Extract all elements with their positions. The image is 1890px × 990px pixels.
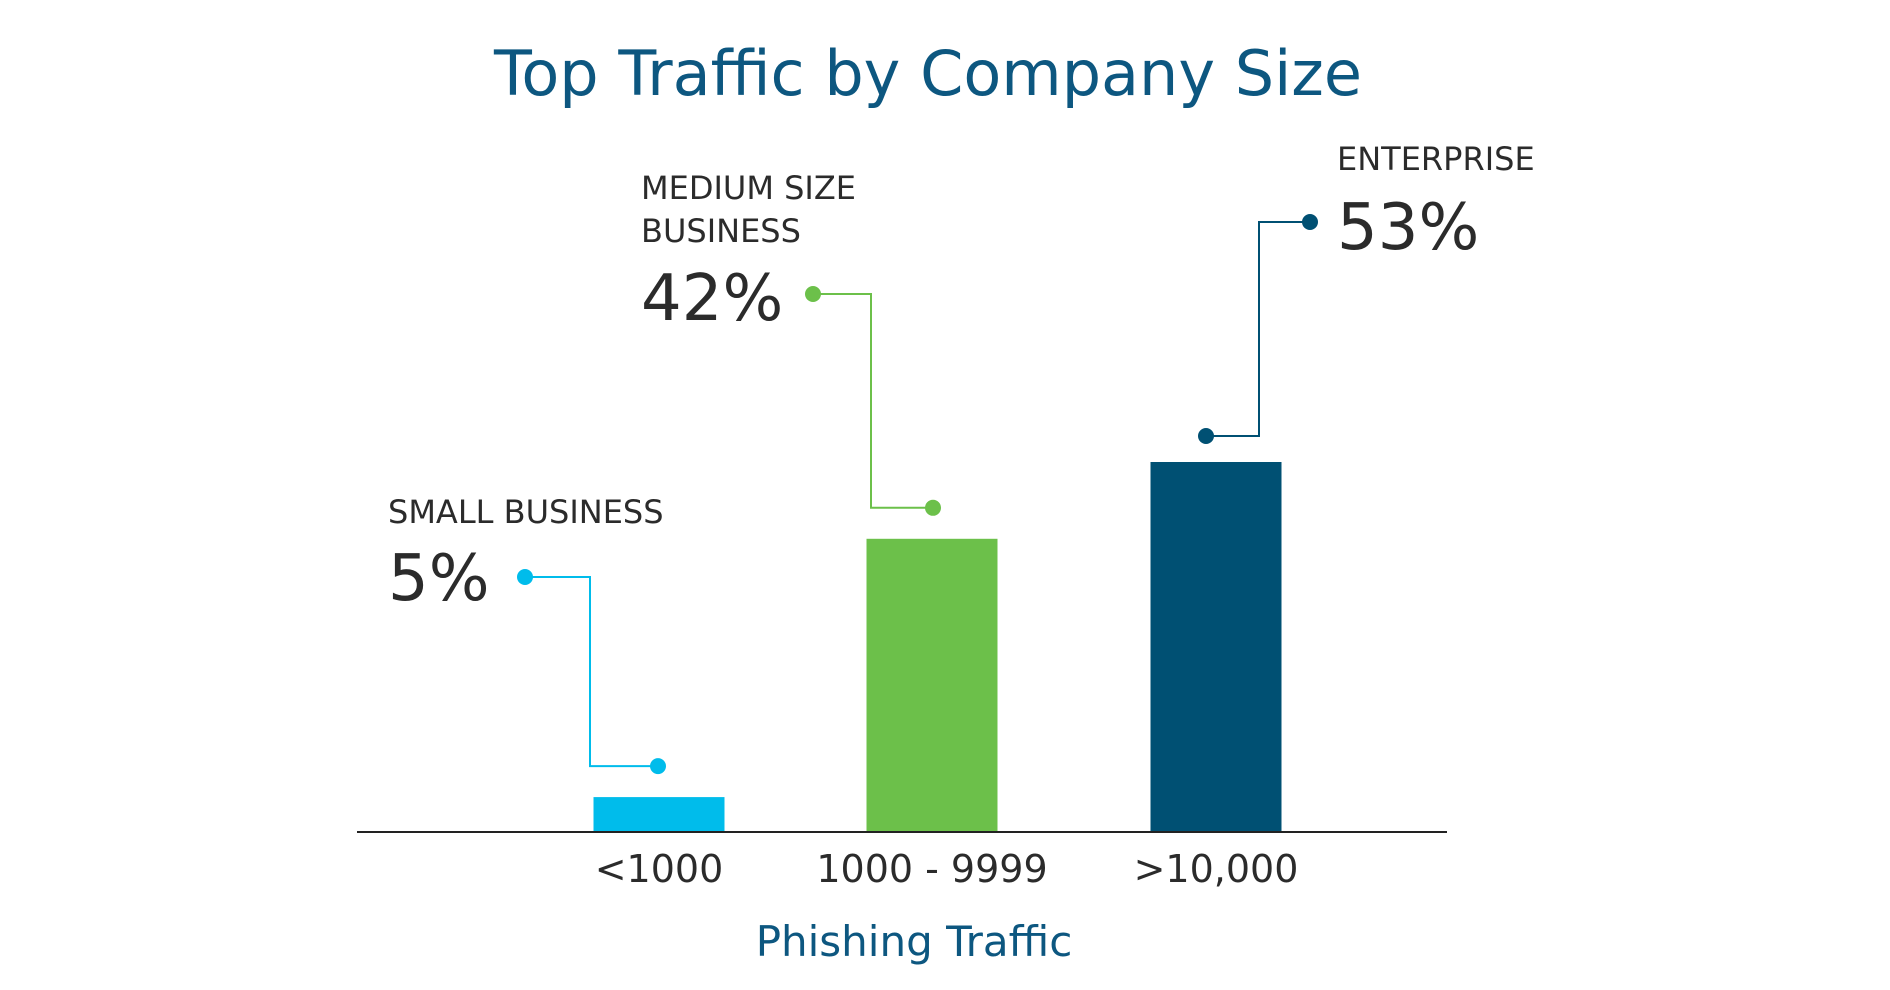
bar-3 [1150,462,1282,832]
annotation-3: ENTERPRISE 53% [1198,140,1535,444]
x-tick-label-1: <1000 [595,847,724,891]
x-tick-label-3: >10,000 [1134,847,1299,891]
annotation-2-start-dot [805,286,821,302]
annotation-1: SMALL BUSINESS 5% [388,493,666,775]
bar-2 [866,538,998,832]
annotation-3-connector [1206,221,1310,437]
annotation-2-value: 42% [641,262,783,336]
annotation-3-label-line-1: ENTERPRISE [1337,140,1535,178]
x-axis-title: Phishing Traffic [756,917,1073,966]
annotation-3-value: 53% [1337,191,1479,265]
annotation-2-label-line-2: BUSINESS [641,212,801,250]
annotation-1-end-dot [650,758,666,775]
bars-group [593,462,1282,832]
category-labels-group: <1000 1000 - 9999 >10,000 [595,847,1299,891]
annotation-2-label-line-1: MEDIUM SIZE [641,169,856,207]
annotation-2-end-dot [925,499,941,516]
annotation-1-start-dot [517,569,533,585]
bar-1 [593,797,725,832]
chart-title: Top Traffic by Company Size [493,37,1362,110]
annotation-3-start-dot [1302,214,1318,230]
annotation-2: MEDIUM SIZE BUSINESS 42% [641,169,941,516]
x-tick-label-2: 1000 - 9999 [816,847,1047,891]
annotations-group: SMALL BUSINESS 5% MEDIUM SIZE BUSINESS 42% EN… [388,140,1535,775]
annotation-1-value: 5% [388,542,490,616]
annotation-2-connector [813,293,933,509]
annotation-3-end-dot [1198,428,1214,444]
annotation-1-label-line-1: SMALL BUSINESS [388,493,664,531]
annotation-1-connector [525,576,658,768]
